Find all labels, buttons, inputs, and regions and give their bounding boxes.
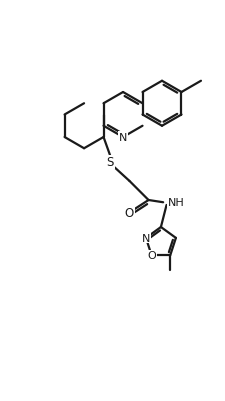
Text: N: N <box>142 233 150 243</box>
Text: N: N <box>119 133 127 143</box>
Text: O: O <box>125 207 134 219</box>
Text: NH: NH <box>168 198 184 208</box>
Text: S: S <box>107 156 114 169</box>
Text: O: O <box>147 251 156 261</box>
